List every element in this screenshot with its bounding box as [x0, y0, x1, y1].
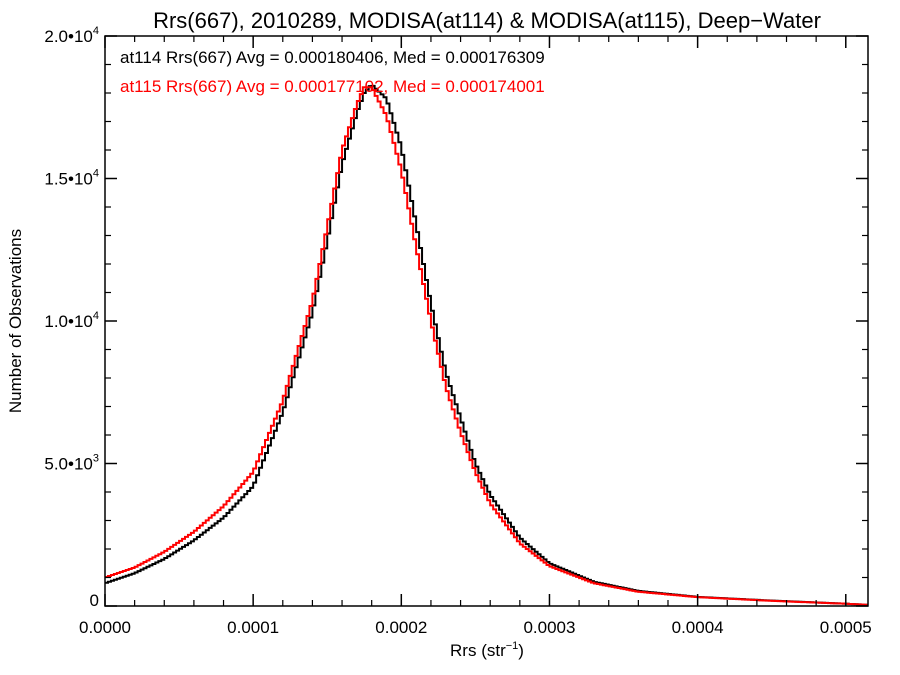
x-tick-label: 0.0000 [79, 618, 131, 637]
y-axis: 0 5.0•103 1.0•104 1.5•104 2.0•104 [44, 25, 868, 610]
annotation-at114: at114 Rrs(667) Avg = 0.000180406, Med = … [120, 48, 545, 67]
y-tick-label: 2.0•104 [44, 25, 99, 46]
x-tick-label: 0.0004 [672, 618, 724, 637]
y-tick-label: 1.5•104 [44, 168, 99, 189]
x-axis-label-superscript: −1 [506, 640, 519, 652]
x-tick-label: 0.0005 [820, 618, 872, 637]
series-at115-line [105, 86, 868, 606]
x-axis-label-close: ) [518, 641, 524, 660]
chart-title: Rrs(667), 2010289, MODISA(at114) & MODIS… [153, 8, 821, 33]
y-tick-label: 0 [90, 591, 99, 610]
x-tick-label: 0.0002 [375, 618, 427, 637]
x-axis-label-main: Rrs (str [450, 641, 506, 660]
y-tick-label: 5.0•103 [44, 453, 99, 474]
x-tick-label: 0.0001 [227, 618, 279, 637]
series-layer [105, 84, 868, 606]
annotation-at115: at115 Rrs(667) Avg = 0.000177102, Med = … [120, 77, 545, 96]
x-tick-label: 0.0003 [523, 618, 575, 637]
x-axis-label: Rrs (str−1) [450, 640, 524, 660]
y-axis-label: Number of Observations [6, 229, 25, 413]
x-axis: 0.0000 0.0001 0.0002 0.0003 0.0004 0.0005 [79, 36, 872, 637]
y-tick-label: 1.0•104 [44, 310, 99, 331]
